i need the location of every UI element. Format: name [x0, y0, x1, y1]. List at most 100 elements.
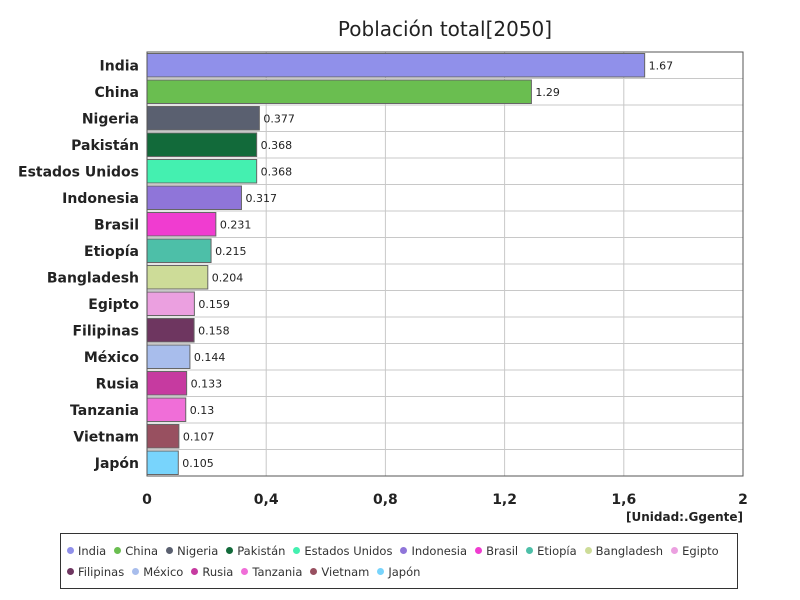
bar-filipinas: [146, 318, 195, 343]
legend-item: Estados Unidos: [293, 540, 392, 561]
bar-méxico: [146, 344, 191, 369]
legend-item: México: [132, 561, 183, 582]
legend-marker: [226, 547, 234, 554]
grid-lines: [147, 52, 743, 476]
category-label: Indonesia: [62, 191, 139, 207]
legend-marker: [166, 547, 174, 554]
legend-marker: [526, 547, 534, 554]
plot-frame: [146, 51, 744, 477]
legend-marker: [475, 547, 483, 554]
legend-label: Estados Unidos: [304, 543, 393, 558]
value-label: 0.231: [220, 218, 252, 231]
legend-marker: [310, 568, 318, 575]
category-label: Estados Unidos: [18, 164, 139, 180]
legend-label: Indonesia: [411, 543, 468, 558]
legend: India China Nigeria Pakistán Estados Unidos I…: [60, 533, 738, 589]
legend-item: China: [114, 540, 158, 561]
x-tick-label: 2: [738, 492, 748, 508]
legend-marker: [377, 568, 385, 575]
category-label: Etiopía: [84, 244, 139, 260]
legend-marker: [293, 547, 301, 554]
value-label: 0.215: [215, 245, 247, 258]
x-axis-ticks: 0 0,4 0,8 1,2 1,6 2: [142, 492, 748, 508]
legend-item: Tanzania: [241, 561, 302, 582]
value-label: 0.159: [198, 298, 230, 311]
category-label: Pakistán: [71, 138, 139, 154]
category-label: Bangladesh: [47, 270, 139, 286]
legend-label: Etiopía: [537, 543, 577, 558]
legend-marker: [67, 547, 74, 554]
bar-china: [146, 79, 532, 104]
category-labels: India 1.67 China 1.29 Nigeria 0.377 Pakistán 0.…: [18, 58, 673, 472]
category-label: China: [95, 85, 139, 101]
bar-vietnam: [146, 424, 180, 449]
legend-marker: [67, 568, 74, 575]
category-label: Filipinas: [72, 323, 139, 339]
category-label: Rusia: [96, 376, 139, 392]
bar-pakistán: [146, 132, 258, 157]
legend-label: Egipto: [682, 543, 719, 558]
bar-indonesia: [146, 185, 242, 210]
value-label: 0.13: [190, 404, 215, 417]
legend-item: India: [67, 540, 106, 561]
category-label: Tanzania: [70, 403, 139, 419]
legend-item: Rusia: [191, 561, 233, 582]
bar-japón: [146, 450, 179, 475]
legend-item: Indonesia: [400, 540, 467, 561]
value-label: 0.368: [261, 165, 293, 178]
value-label: 0.368: [261, 139, 293, 152]
legend-item: Filipinas: [67, 561, 124, 582]
legend-label: Bangladesh: [595, 543, 664, 558]
legend-marker: [671, 547, 679, 554]
category-label: Egipto: [88, 297, 139, 313]
value-label: 0.317: [245, 192, 277, 205]
bar-etiopía: [146, 238, 212, 263]
unit-label: [Unidad:.Ggente]: [626, 510, 743, 524]
value-label: 0.107: [183, 430, 215, 443]
category-label: Nigeria: [82, 111, 139, 127]
legend-label: Rusia: [202, 564, 234, 579]
category-label: India: [100, 58, 139, 74]
bar-india: [146, 53, 646, 78]
value-label: 0.377: [263, 112, 295, 125]
legend-label: Japón: [388, 564, 421, 579]
legend-label: India: [78, 543, 107, 558]
category-label: Japón: [94, 456, 139, 472]
legend-label: México: [143, 564, 184, 579]
category-label: Brasil: [94, 217, 139, 233]
bar-tanzania: [146, 397, 187, 422]
legend-label: Filipinas: [78, 564, 125, 579]
x-tick-label: 1,6: [611, 492, 636, 508]
legend-label: Pakistán: [237, 543, 286, 558]
value-label: 1.67: [649, 59, 674, 72]
bar-bangladesh: [146, 265, 209, 290]
legend-item: Nigeria: [166, 540, 218, 561]
legend-marker: [241, 568, 249, 575]
category-label: México: [84, 350, 140, 366]
bar-egipto: [146, 291, 195, 316]
legend-label: China: [125, 543, 159, 558]
chart-title: Población total[2050]: [338, 17, 552, 41]
legend-marker: [191, 568, 199, 575]
value-label: 0.144: [194, 351, 226, 364]
legend-label: Nigeria: [177, 543, 219, 558]
x-tick-label: 0,4: [254, 492, 279, 508]
legend-marker: [114, 547, 122, 554]
category-label: Vietnam: [73, 429, 139, 445]
legend-item: Pakistán: [226, 540, 285, 561]
legend-item: Egipto: [671, 540, 719, 561]
bar-rusia: [146, 371, 188, 396]
legend-item: Bangladesh: [584, 540, 664, 561]
legend-item: Japón: [377, 561, 420, 582]
bar-brasil: [146, 212, 217, 237]
bar-estados-unidos: [146, 159, 258, 184]
legend-marker: [132, 568, 140, 575]
legend-marker: [400, 547, 408, 554]
x-tick-label: 0,8: [373, 492, 398, 508]
x-tick-label: 0: [142, 492, 152, 508]
value-label: 0.158: [198, 324, 230, 337]
x-tick-label: 1,2: [492, 492, 517, 508]
value-label: 0.105: [182, 457, 214, 470]
value-label: 0.204: [212, 271, 244, 284]
